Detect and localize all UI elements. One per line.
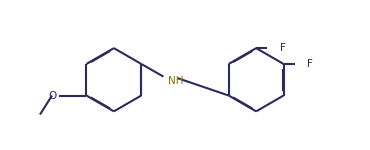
- Text: F: F: [307, 59, 313, 69]
- Text: O: O: [48, 91, 57, 100]
- Text: NH: NH: [168, 76, 184, 86]
- Text: F: F: [280, 43, 286, 53]
